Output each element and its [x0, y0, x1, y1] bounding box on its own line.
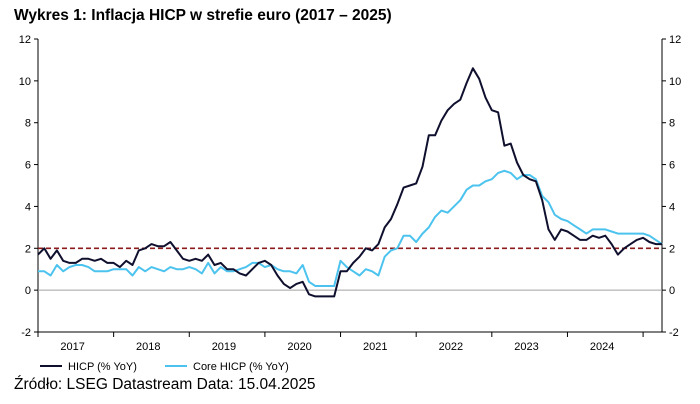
x-tick-label: 2022	[439, 341, 463, 353]
y-tick-label-right: 12	[669, 34, 681, 46]
reference-lines	[38, 247, 662, 291]
y-tick-label-left: 0	[25, 285, 31, 297]
y-tick-label-right: 4	[669, 201, 675, 213]
x-tick-label: 2023	[514, 341, 538, 353]
x-tick-label: 2018	[136, 341, 160, 353]
y-tick-label-right: 0	[669, 285, 675, 297]
y-tick-label-right: 10	[669, 76, 681, 88]
y-tick-label-right: -2	[669, 327, 679, 339]
x-tick-label: 2020	[287, 341, 311, 353]
y-tick-label-left: 8	[25, 118, 31, 130]
y-tick-label-left: 2	[25, 243, 31, 255]
series-line-hicp	[37, 67, 662, 298]
series-layer	[37, 67, 663, 298]
y-tick-label-right: 2	[669, 243, 675, 255]
chart-title: Wykres 1: Inflacja HICP w strefie euro (…	[14, 7, 392, 24]
y-tick-label-left: 6	[25, 160, 31, 172]
x-tick-label: 2024	[590, 341, 614, 353]
y-tick-label-left: 10	[19, 76, 31, 88]
legend-label: Core HICP (% YoY)	[193, 361, 289, 373]
axes-layer: -2 -2 0 0 2 2 4 4 6 6 8 8 10 10 12 12 2017 2018 2019 2020 20…	[19, 34, 682, 353]
series-line-core-hicp	[38, 169, 663, 287]
y-tick-label-left: 12	[19, 34, 31, 46]
legend: HICP (% YoY) Core HICP (% YoY)	[40, 361, 289, 373]
y-tick-label-left: 4	[25, 201, 31, 213]
legend-label: HICP (% YoY)	[68, 361, 137, 373]
x-tick-label: 2019	[212, 341, 236, 353]
x-tick-label: 2017	[60, 341, 84, 353]
y-tick-label-right: 8	[669, 118, 675, 130]
x-tick-label: 2021	[363, 341, 387, 353]
y-tick-label-left: -2	[21, 327, 31, 339]
source-note: Źródło: LSEG Datastream Data: 15.04.2025	[14, 376, 316, 393]
y-tick-label-right: 6	[669, 160, 675, 172]
